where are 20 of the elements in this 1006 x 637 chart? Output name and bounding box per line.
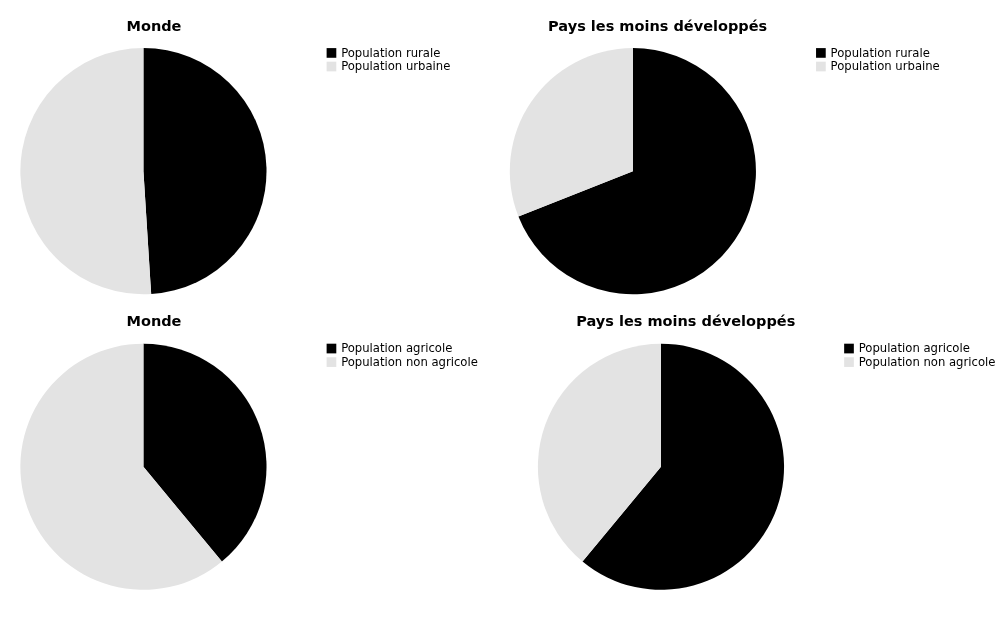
legend-label: Population rurale [341,45,441,60]
pie-slice [20,343,222,590]
legend-label: Population rurale [830,45,930,60]
pie-slice [143,343,267,562]
legend-label: Population agricole [858,341,970,356]
chart-title: Monde [126,313,182,330]
pie-slice [20,48,152,295]
pie-slice [518,48,756,295]
pie-slice [143,48,267,295]
legend-label: Population non agricole [341,354,478,369]
legend-label: Population non agricole [858,354,996,369]
pie-slice [582,343,784,590]
legend-label: Population urbaine [341,59,451,74]
legend-label: Population urbaine [830,59,940,74]
chart-title: Monde [126,17,182,34]
legend-label: Population agricole [341,341,453,356]
chart-title: Pays les moins développés [548,17,768,34]
chart-title: Pays les moins développés [576,313,796,330]
pie-slice [509,48,633,217]
pie-slice [537,343,661,562]
